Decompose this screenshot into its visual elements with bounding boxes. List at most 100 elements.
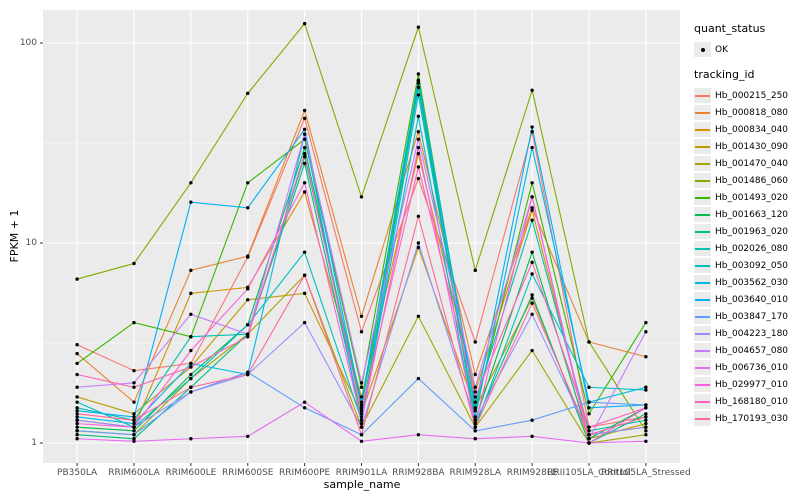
legend-item-label: Hb_001486_060 [715,175,789,186]
data-point [473,437,477,441]
data-point [132,418,136,422]
legend-item-label: Hb_001470_040 [715,158,789,169]
data-point [644,412,648,416]
data-point [644,320,648,325]
x-tick-label: RRIM901LA [335,468,388,478]
data-point [302,400,307,404]
color-line-key [694,292,711,307]
legend-item-Hb_003562_030: Hb_003562_030 [694,274,800,291]
legend-item-Hb_006736_010: Hb_006736_010 [694,359,800,376]
data-point [416,151,421,156]
data-point [416,433,421,437]
data-point [416,376,421,381]
data-point [644,330,648,334]
data-point [75,425,79,429]
color-swatch-line [695,349,710,352]
color-swatch-line [695,332,710,335]
data-point [132,433,136,437]
data-point [302,161,307,166]
legend-item-label: Hb_003562_030 [715,277,789,288]
data-point [246,332,250,336]
data-point [359,415,364,419]
data-point [302,155,307,159]
y-tick-label: 10 [25,238,37,248]
data-point [302,320,307,325]
color-line-key [694,241,711,256]
legend-item-label: Hb_001493_020 [715,192,789,203]
data-point [587,433,591,437]
data-point [644,355,648,359]
quant-status-legend-title: quant_status [694,22,766,35]
data-point [302,406,307,410]
legend-item-Hb_003847_170: Hb_003847_170 [694,308,800,325]
data-point [644,406,648,410]
data-point [473,340,477,344]
data-point [189,365,193,369]
data-point [416,165,421,169]
data-point [530,418,534,422]
color-line-key [694,156,711,171]
legend-item-label: Hb_170193_030 [715,413,789,424]
data-point [644,418,648,422]
data-point [189,385,193,389]
data-point [359,439,364,443]
legend-item-label: Hb_001663_120 [715,209,789,220]
data-point [302,181,307,185]
data-point [302,190,307,194]
data-point [530,206,534,210]
legend-item-label: Hb_003640_010 [715,294,789,305]
data-point [132,385,136,389]
x-tick-label: RRII105LA_Control [547,468,631,478]
legend-item-Hb_001430_090: Hb_001430_090 [694,138,800,155]
data-point [359,403,364,407]
data-point [416,176,421,181]
data-point [189,291,193,296]
x-tick-label: RRIM928BA [392,468,445,478]
data-point [246,91,250,96]
data-point [530,181,534,185]
data-point [75,412,79,416]
data-point [530,312,534,317]
x-tick-label: RRIM600PE [279,468,331,478]
data-point [75,433,79,437]
data-point [246,370,250,374]
color-swatch-line [695,196,710,199]
data-point [473,400,477,404]
data-point [416,114,421,119]
legend-item-label: Hb_001430_090 [715,141,789,152]
data-point [189,335,193,339]
color-swatch-line [695,179,710,182]
data-point [644,385,648,389]
color-line-key [694,122,711,137]
data-point [473,390,477,394]
data-point [587,400,591,404]
data-point [416,245,421,250]
data-point [246,254,250,258]
legend-item-label: Hb_168180_010 [715,396,789,407]
legend-item-Hb_004223_180: Hb_004223_180 [694,325,800,342]
data-point [587,406,591,410]
data-point [359,400,364,404]
data-point [359,421,364,426]
data-point [246,323,250,327]
color-line-key [694,139,711,154]
data-point [530,208,534,212]
legend-item-label: Hb_006736_010 [715,362,789,373]
legend-item-label: Hb_004223_180 [715,328,789,339]
data-point [416,314,421,319]
data-point [644,421,648,426]
data-point [75,361,79,366]
color-swatch-line [695,94,710,97]
data-point [416,78,421,83]
data-point [530,348,534,353]
data-point [473,429,477,433]
color-swatch-line [695,162,710,165]
data-point [302,21,307,26]
color-line-key [694,173,711,188]
data-point [530,218,534,222]
x-tick-label: RRIM600SE [221,468,274,478]
data-point [75,418,79,422]
data-point [359,395,364,399]
data-point [530,293,534,297]
color-swatch-line [695,213,710,216]
